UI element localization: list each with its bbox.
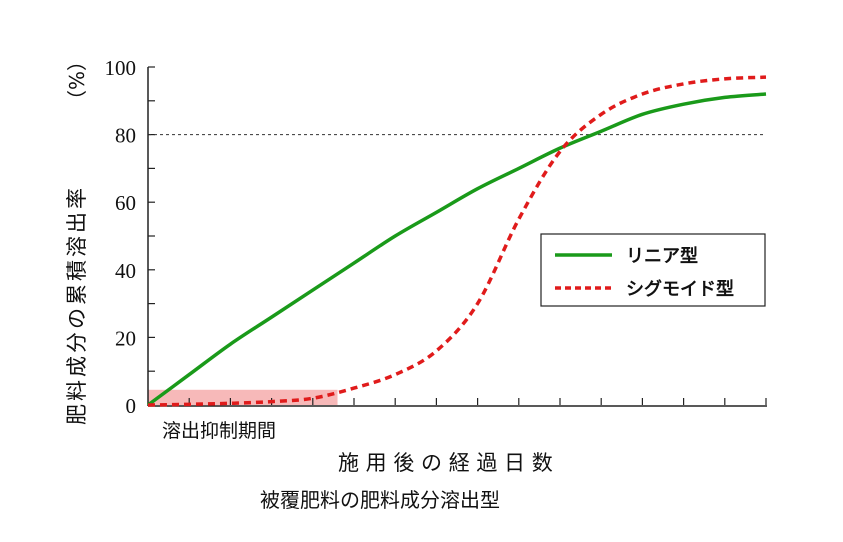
y-tick-label: 0 — [126, 394, 137, 418]
legend-label-sigmoid: シグモイド型 — [626, 278, 734, 300]
y-tick-label: 100 — [105, 56, 137, 80]
shaded-region-label: 溶出抑制期間 — [162, 420, 276, 442]
chart-title: 被覆肥料の肥料成分溶出型 — [260, 488, 500, 512]
y-axis-unit: （%） — [65, 51, 89, 110]
y-tick-label: 40 — [115, 259, 136, 283]
series-line-linear — [146, 92, 767, 407]
y-tick-label: 20 — [115, 326, 136, 350]
suppression-period-shade — [148, 389, 338, 405]
y-tick-label: 60 — [115, 191, 136, 215]
x-axis-label: 施 用 後 の 経 過 日 数 — [338, 451, 553, 475]
legend: リニア型 シグモイド型 — [540, 233, 766, 307]
y-axis-label: 肥料成分の累積溶出率 — [65, 185, 89, 425]
legend-label-linear: リニア型 — [626, 245, 698, 267]
series-line-sigmoid — [147, 75, 767, 407]
y-tick-label: 80 — [115, 124, 136, 148]
